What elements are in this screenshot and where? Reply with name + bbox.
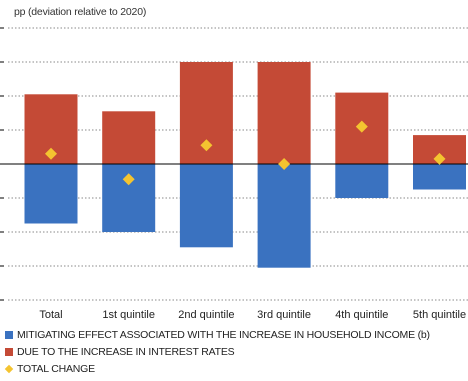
x-category-label: Total [39, 309, 62, 320]
total-change-marker-5 [433, 152, 446, 165]
legend-swatch-income [5, 330, 13, 339]
legend-label-income: MITIGATING EFFECT ASSOCIATED WITH THE IN… [17, 328, 430, 341]
bar-income-effect-3 [257, 164, 311, 268]
chart-gridlines [0, 27, 468, 301]
legend-item-total-change: TOTAL CHANGE [4, 360, 430, 377]
bar-interest-rates-1 [102, 111, 156, 164]
total-change-marker-3 [278, 158, 291, 170]
x-category-label: 1st quintile [102, 309, 155, 320]
bar-interest-rates-3 [257, 62, 311, 164]
legend-item-interest-rates: DUE TO THE INCREASE IN INTEREST RATES [5, 343, 430, 360]
chart-total-markers [45, 120, 446, 186]
chart-bars [24, 62, 466, 268]
total-change-marker-4 [355, 120, 368, 133]
legend-label-interest-rates: DUE TO THE INCREASE IN INTEREST RATES [17, 345, 235, 358]
unit-label: pp (deviation relative to 2020) [14, 6, 147, 18]
total-change-marker-1 [122, 173, 135, 186]
x-category-label: 4th quintile [335, 309, 388, 320]
x-category-label: 5th quintile [413, 309, 466, 320]
legend-label-total-change: TOTAL CHANGE [17, 362, 95, 375]
bar-income-effect-4 [335, 164, 389, 198]
chart-legend: MITIGATING EFFECT ASSOCIATED WITH THE IN… [4, 326, 430, 377]
total-change-marker-0 [45, 147, 57, 160]
x-category-label: 3rd quintile [257, 309, 311, 320]
legend-swatch-total-change [4, 364, 14, 373]
chart-plot: Total 1st quintile 2nd quintile 3rd quintil… [0, 27, 468, 320]
bar-income-effect-2 [179, 164, 233, 248]
x-category-label: 2nd quintile [178, 309, 234, 320]
total-change-marker-2 [200, 139, 213, 152]
legend-swatch-interest-rates [5, 347, 13, 356]
chart-category-labels: Total 1st quintile 2nd quintile 3rd quintil… [39, 309, 466, 320]
bar-income-effect-0 [24, 164, 78, 224]
bar-income-effect-5 [413, 164, 466, 190]
legend-item-income: MITIGATING EFFECT ASSOCIATED WITH THE IN… [5, 326, 430, 343]
